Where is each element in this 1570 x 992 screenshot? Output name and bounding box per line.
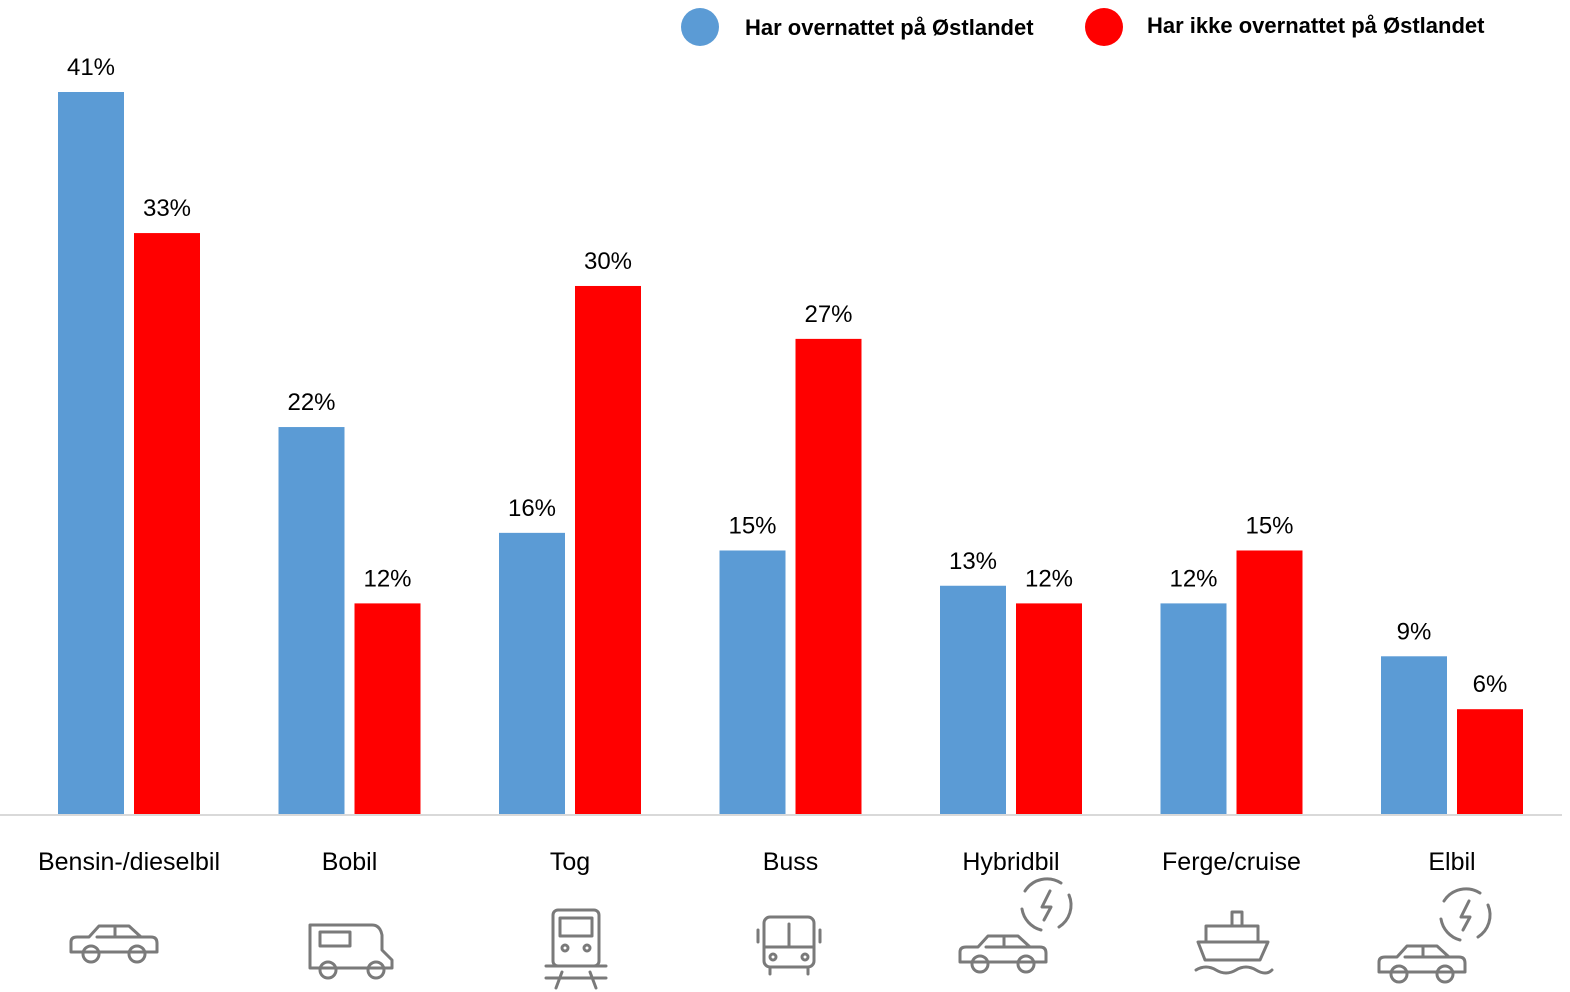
data-label: 9%: [1397, 618, 1432, 645]
data-label: 12%: [363, 565, 411, 592]
category-label: Elbil: [1428, 848, 1475, 876]
ship-icon: [1194, 910, 1274, 975]
bar-2-1: [354, 603, 421, 815]
category-label: Ferge/cruise: [1162, 848, 1301, 876]
data-label: 15%: [728, 512, 776, 539]
charge-cycle-icon: [1439, 887, 1492, 942]
bar-1-0: [58, 92, 124, 815]
car-icon: [69, 924, 159, 964]
data-label: 13%: [949, 548, 997, 575]
data-label: 12%: [1025, 565, 1073, 592]
data-label: 6%: [1473, 671, 1508, 698]
category-label: Hybridbil: [962, 848, 1059, 876]
car-body-icon: [1377, 944, 1467, 984]
bar-1-1: [278, 427, 345, 815]
category-label: Buss: [763, 848, 819, 876]
legend-marker-series2: [1085, 8, 1123, 46]
bar-2-2: [575, 285, 641, 816]
bar-1-6: [1381, 656, 1447, 815]
electric-car-icon: [1377, 887, 1492, 984]
charge-cycle-icon: [1020, 877, 1073, 932]
legend-label-series2: Har ikke overnattet på Østlandet: [1147, 13, 1485, 38]
bar-2-4: [1016, 603, 1082, 815]
data-label: 22%: [287, 389, 335, 416]
data-label: 27%: [804, 301, 852, 328]
category-label: Tog: [550, 848, 590, 876]
category-label: Bobil: [322, 848, 378, 876]
bar-1-4: [940, 585, 1006, 815]
data-label: 41%: [67, 54, 115, 81]
bar-1-5: [1160, 603, 1227, 815]
category-label: Bensin-/dieselbil: [38, 848, 220, 876]
legend-marker-series1: [681, 8, 719, 46]
bar-2-3: [795, 338, 862, 815]
labels-group: 41% 33% Bensin-/dieselbil 22% 12% Bobil 16% 30%…: [38, 54, 1507, 876]
bar-1-2: [499, 532, 565, 815]
car-body-icon: [958, 934, 1048, 974]
bar-2-0: [134, 233, 200, 815]
legend-label-series1: Har overnattet på Østlandet: [745, 15, 1034, 40]
data-label: 16%: [508, 495, 556, 522]
hybrid-car-icon: [958, 877, 1073, 974]
data-label: 15%: [1245, 512, 1293, 539]
data-label: 33%: [143, 195, 191, 222]
data-label: 30%: [584, 248, 632, 275]
bar-2-6: [1457, 709, 1523, 815]
bars-group: [58, 92, 1523, 816]
legend: Har overnattet på Østlandet Har ikke ove…: [681, 8, 1485, 46]
bar-1-3: [719, 550, 786, 815]
car-body-icon: [69, 924, 159, 964]
bar-2-5: [1236, 550, 1303, 815]
icons-group: [69, 877, 1492, 990]
bus-icon: [756, 915, 822, 976]
data-label: 12%: [1169, 565, 1217, 592]
train-icon: [544, 908, 608, 990]
camper-icon: [308, 923, 394, 980]
